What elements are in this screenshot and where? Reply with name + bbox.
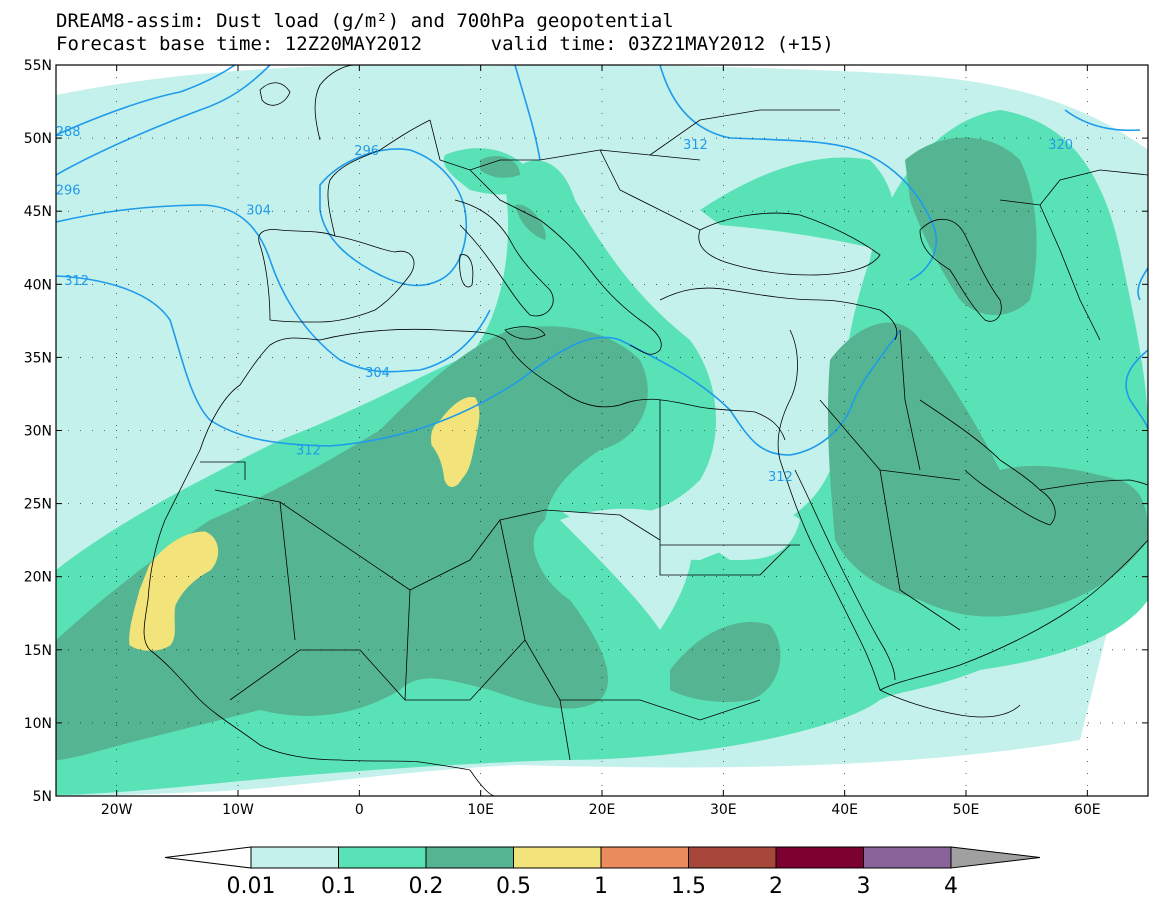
colorbar-segment (425, 846, 514, 869)
colorbar-segment (863, 846, 952, 869)
colorbar-label: 0.1 (321, 874, 356, 899)
lat-tick-label: 30N (24, 424, 52, 440)
contour-label: 304 (246, 204, 271, 219)
colorbar-segment (688, 846, 777, 869)
contour-label: 288 (56, 125, 81, 140)
lat-tick-label: 55N (24, 58, 52, 74)
colorbar-label: 4 (944, 874, 958, 899)
dust-area-0.2 (56, 137, 1148, 760)
contour-label: 320 (1048, 138, 1073, 153)
lon-tick-label: 20E (589, 802, 616, 818)
colorbar-label: 3 (857, 874, 871, 899)
lon-tick-label: 60E (1074, 802, 1101, 818)
lat-tick-label: 5N (33, 789, 52, 805)
contour-label: 312 (64, 274, 89, 289)
lat-tick-label: 20N (24, 570, 52, 586)
colorbar-under-triangle (164, 846, 252, 869)
lon-tick-label: 10E (467, 802, 494, 818)
lon-tick-label: 0 (355, 802, 364, 818)
contour-label: 312 (296, 444, 321, 459)
colorbar-segment (513, 846, 602, 869)
colorbar-segment (600, 846, 689, 869)
colorbar-label: 1 (594, 874, 608, 899)
lon-tick-label: 20W (101, 802, 133, 818)
contour-labels: 288 296 304 312 296 304 312 312 320 312 (56, 125, 1073, 485)
figure-title: DREAM8-assim: Dust load (g/m²) and 700hP… (56, 10, 674, 32)
lon-tick-label: 30E (710, 802, 737, 818)
colorbar-segment (338, 846, 427, 869)
lon-tick-label: 40E (831, 802, 858, 818)
colorbar-label: 0.2 (409, 874, 444, 899)
colorbar-over-triangle (950, 846, 1041, 869)
lat-tick-label: 35N (24, 350, 52, 366)
lat-tick-label: 50N (24, 131, 52, 147)
colorbar-label: 0.5 (496, 874, 531, 899)
map-axes: 55N 50N 45N 40N 35N 30N 25N 20N 15N 10N 5N 20W 10W 0 1… (24, 58, 1148, 818)
dust-area-0.01-hole (700, 509, 800, 560)
figure-subtitle: Forecast base time: 12Z20MAY2012 valid t… (56, 33, 834, 55)
colorbar-label: 1.5 (671, 874, 706, 899)
geopotential-contours (56, 65, 1148, 456)
dust-area-0.01-hole (560, 508, 693, 630)
colorbar: 0.01 0.1 0.2 0.5 1 1.5 2 3 4 (164, 846, 1041, 899)
contour-label: 304 (365, 366, 390, 381)
contour-label: 312 (683, 138, 708, 153)
coastlines-and-borders (143, 65, 1148, 796)
lat-tick-label: 15N (24, 643, 52, 659)
lon-tick-label: 50E (953, 802, 980, 818)
colorbar-segment (775, 846, 864, 869)
colorbar-label: 0.01 (227, 874, 276, 899)
lat-tick-label: 40N (24, 277, 52, 293)
lon-tick-label: 10W (222, 802, 254, 818)
lat-tick-label: 25N (24, 497, 52, 513)
colorbar-segment (250, 846, 339, 869)
lat-tick-label: 10N (24, 716, 52, 732)
contour-label: 296 (56, 183, 81, 198)
colorbar-label: 2 (769, 874, 783, 899)
contour-label: 312 (768, 470, 793, 485)
lat-tick-label: 45N (24, 204, 52, 220)
contour-label: 296 (354, 144, 379, 159)
